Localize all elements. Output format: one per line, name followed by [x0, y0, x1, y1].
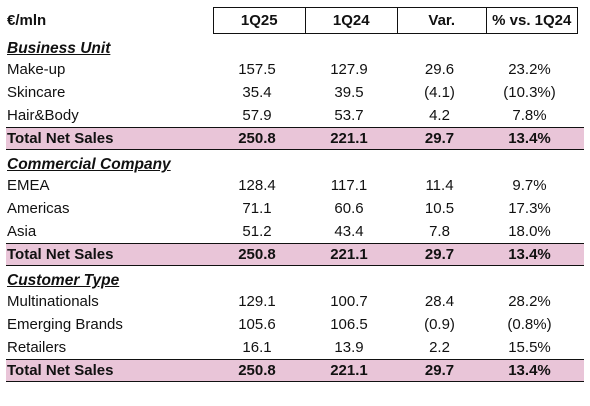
cell-1q25: 157.5	[238, 61, 276, 78]
section-title-business-unit: Business Unit	[7, 40, 111, 57]
total-1q24: 221.1	[330, 362, 368, 379]
total-variance: 29.7	[424, 362, 455, 379]
table-row: Emerging Brands 105.6 106.5 (0.9) (0.8%)	[6, 313, 584, 336]
row-label: Skincare	[7, 84, 66, 101]
total-variance: 29.7	[424, 130, 455, 147]
cell-pct: 15.5%	[508, 339, 551, 356]
row-label: Americas	[7, 200, 70, 217]
table-header: €/mln 1Q25 1Q24 Var. % vs. 1Q24	[6, 7, 584, 34]
cell-1q25: 35.4	[242, 84, 272, 101]
total-1q24: 221.1	[330, 246, 368, 263]
header-1q25: 1Q25	[212, 7, 306, 34]
cell-1q25: 128.4	[238, 177, 276, 194]
total-label: Total Net Sales	[7, 130, 114, 147]
row-label: Hair&Body	[7, 107, 79, 124]
cell-1q25: 105.6	[238, 316, 276, 333]
total-row: Total Net Sales 250.8 221.1 29.7 13.4%	[6, 127, 584, 150]
cell-1q24: 127.9	[330, 61, 368, 78]
cell-1q24: 39.5	[334, 84, 364, 101]
cell-variance: 11.4	[425, 177, 454, 194]
cell-1q24: 13.9	[334, 339, 364, 356]
cell-variance: 7.8	[429, 223, 450, 240]
cell-1q25: 71.1	[242, 200, 272, 217]
cell-pct: 9.7%	[512, 177, 547, 194]
cell-pct: (10.3%)	[503, 84, 556, 101]
row-label: Emerging Brands	[7, 316, 123, 333]
table-row: Asia 51.2 43.4 7.8 18.0%	[6, 220, 584, 243]
cell-1q24: 100.7	[330, 293, 368, 310]
total-variance: 29.7	[424, 246, 455, 263]
row-label: Retailers	[7, 339, 67, 356]
cell-variance: 2.2	[429, 339, 450, 356]
total-1q24: 221.1	[330, 130, 368, 147]
cell-1q24: 60.6	[334, 200, 364, 217]
total-1q25: 250.8	[238, 130, 276, 147]
header-pct-vs-1q24: % vs. 1Q24	[485, 7, 578, 34]
row-label: Asia	[7, 223, 37, 240]
cell-pct: 23.2%	[508, 61, 551, 78]
header-1q24: 1Q24	[304, 7, 398, 34]
cell-pct: 17.3%	[508, 200, 551, 217]
section-title-commercial-company: Commercial Company	[7, 156, 171, 173]
cell-1q24: 43.4	[334, 223, 364, 240]
cell-variance: 10.5	[424, 200, 455, 217]
cell-pct: 7.8%	[512, 107, 547, 124]
table-row: Make-up 157.5 127.9 29.6 23.2%	[6, 58, 584, 81]
table-row: Hair&Body 57.9 53.7 4.2 7.8%	[6, 104, 584, 127]
cell-variance: (0.9)	[424, 316, 455, 333]
row-label: EMEA	[7, 177, 50, 194]
total-1q25: 250.8	[238, 362, 276, 379]
section-title-customer-type: Customer Type	[7, 272, 120, 289]
row-label: Multinationals	[7, 293, 99, 310]
total-pct: 13.4%	[508, 246, 551, 263]
cell-1q25: 57.9	[242, 107, 272, 124]
cell-1q25: 51.2	[242, 223, 272, 240]
total-pct: 13.4%	[508, 130, 551, 147]
cell-pct: (0.8%)	[507, 316, 552, 333]
cell-pct: 28.2%	[508, 293, 551, 310]
cell-variance: 4.2	[429, 107, 450, 124]
cell-pct: 18.0%	[508, 223, 551, 240]
total-row: Total Net Sales 250.8 221.1 29.7 13.4%	[6, 243, 584, 266]
cell-1q24: 117.1	[330, 177, 368, 194]
header-variance: Var.	[396, 7, 487, 34]
total-pct: 13.4%	[508, 362, 551, 379]
table-row: Skincare 35.4 39.5 (4.1) (10.3%)	[6, 81, 584, 104]
table-row: EMEA 128.4 117.1 11.4 9.7%	[6, 174, 584, 197]
cell-1q24: 53.7	[334, 107, 364, 124]
cell-1q25: 129.1	[238, 293, 276, 310]
table-row: Americas 71.1 60.6 10.5 17.3%	[6, 197, 584, 220]
cell-variance: (4.1)	[424, 84, 455, 101]
unit-label: €/mln	[7, 12, 47, 29]
table-row: Retailers 16.1 13.9 2.2 15.5%	[6, 336, 584, 359]
total-label: Total Net Sales	[7, 246, 114, 263]
table-row: Multinationals 129.1 100.7 28.4 28.2%	[6, 290, 584, 313]
cell-1q24: 106.5	[330, 316, 368, 333]
row-label: Make-up	[7, 61, 66, 78]
total-row: Total Net Sales 250.8 221.1 29.7 13.4%	[6, 359, 584, 382]
total-label: Total Net Sales	[7, 362, 114, 379]
total-1q25: 250.8	[238, 246, 276, 263]
cell-variance: 29.6	[424, 61, 455, 78]
cell-1q25: 16.1	[242, 339, 272, 356]
cell-variance: 28.4	[424, 293, 455, 310]
